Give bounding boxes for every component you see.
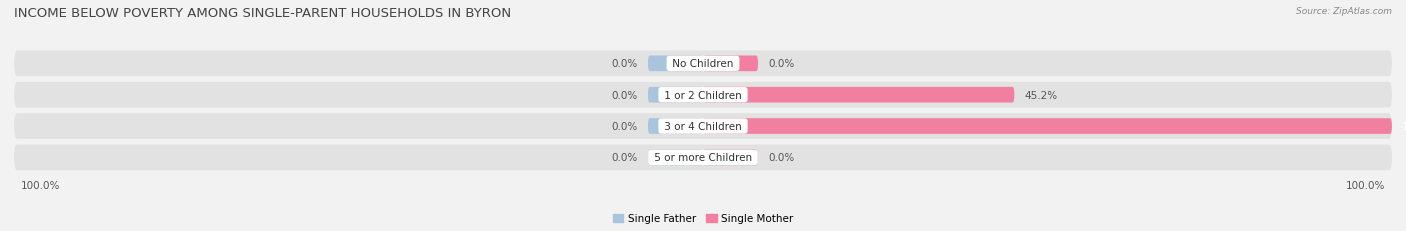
FancyBboxPatch shape: [703, 88, 1014, 103]
Text: 5 or more Children: 5 or more Children: [651, 153, 755, 163]
FancyBboxPatch shape: [648, 119, 703, 134]
Text: 3 or 4 Children: 3 or 4 Children: [661, 122, 745, 131]
Text: 100.0%: 100.0%: [21, 180, 60, 190]
Text: INCOME BELOW POVERTY AMONG SINGLE-PARENT HOUSEHOLDS IN BYRON: INCOME BELOW POVERTY AMONG SINGLE-PARENT…: [14, 7, 512, 20]
FancyBboxPatch shape: [14, 114, 1392, 139]
FancyBboxPatch shape: [703, 119, 1392, 134]
FancyBboxPatch shape: [14, 145, 1392, 170]
Text: 0.0%: 0.0%: [612, 153, 637, 163]
Text: No Children: No Children: [669, 59, 737, 69]
FancyBboxPatch shape: [648, 88, 703, 103]
FancyBboxPatch shape: [14, 51, 1392, 77]
Text: 45.2%: 45.2%: [1025, 90, 1057, 100]
FancyBboxPatch shape: [648, 56, 703, 72]
Text: 0.0%: 0.0%: [769, 59, 794, 69]
Legend: Single Father, Single Mother: Single Father, Single Mother: [609, 210, 797, 228]
Text: 100.0%: 100.0%: [1346, 180, 1385, 190]
FancyBboxPatch shape: [703, 56, 758, 72]
Text: 0.0%: 0.0%: [612, 59, 637, 69]
Text: 0.0%: 0.0%: [612, 90, 637, 100]
Text: 0.0%: 0.0%: [612, 122, 637, 131]
FancyBboxPatch shape: [703, 150, 758, 165]
FancyBboxPatch shape: [648, 150, 703, 165]
FancyBboxPatch shape: [14, 82, 1392, 108]
Text: 100.0%: 100.0%: [1402, 122, 1406, 131]
Text: 1 or 2 Children: 1 or 2 Children: [661, 90, 745, 100]
Text: Source: ZipAtlas.com: Source: ZipAtlas.com: [1296, 7, 1392, 16]
Text: 0.0%: 0.0%: [769, 153, 794, 163]
